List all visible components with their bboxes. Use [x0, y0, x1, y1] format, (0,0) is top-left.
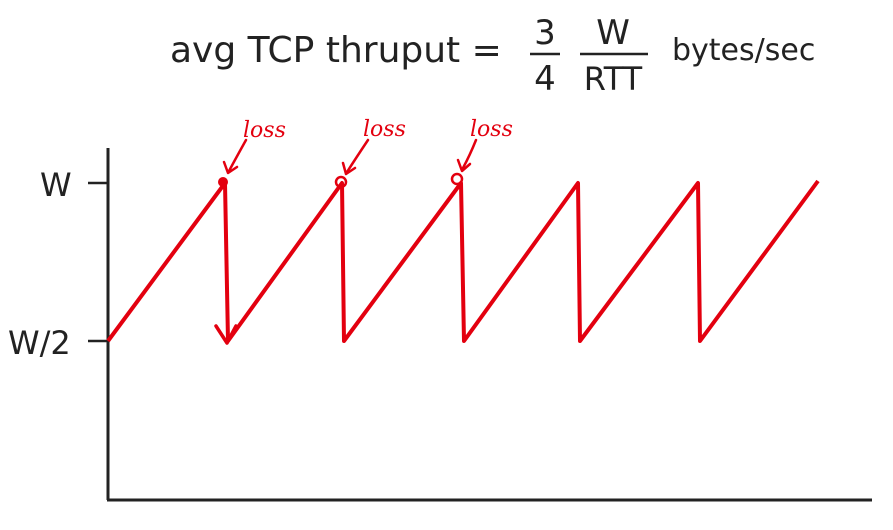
- loss-arrowhead: [341, 161, 357, 176]
- formula-numerator-var: W: [596, 13, 630, 53]
- loss-arrow: [461, 138, 478, 170]
- formula-denominator-const: 4: [534, 59, 556, 99]
- congestion-window-sawtooth: [106, 179, 820, 343]
- loss-arrowhead: [456, 158, 472, 173]
- loss-label: loss: [363, 117, 406, 142]
- loss-dot: [450, 172, 464, 186]
- formula-numerator-const: 3: [534, 13, 556, 53]
- loss-marker-3: loss: [450, 117, 513, 186]
- loss-arrowhead: [222, 160, 239, 175]
- loss-marker-2: loss: [334, 117, 406, 189]
- formula-prefix: avg TCP thruput =: [170, 30, 502, 71]
- loss-label: loss: [243, 118, 286, 143]
- loss-arrow: [227, 138, 248, 173]
- loss-marker-1: loss: [218, 118, 286, 187]
- loss-dot: [218, 177, 228, 187]
- loss-label: loss: [470, 117, 513, 142]
- loss-arrow: [345, 138, 370, 174]
- y-label-w-half: W/2: [8, 324, 71, 362]
- throughput-formula: avg TCP thruput = 3 4 W RTT bytes/sec: [170, 13, 815, 99]
- y-label-w: W: [40, 166, 72, 204]
- formula-units: bytes/sec: [672, 33, 815, 68]
- axes: W W/2: [8, 148, 872, 502]
- first-drop-arrowhead: [214, 324, 238, 345]
- loss-dot: [334, 175, 348, 189]
- formula-denominator-var: RTT: [584, 60, 643, 98]
